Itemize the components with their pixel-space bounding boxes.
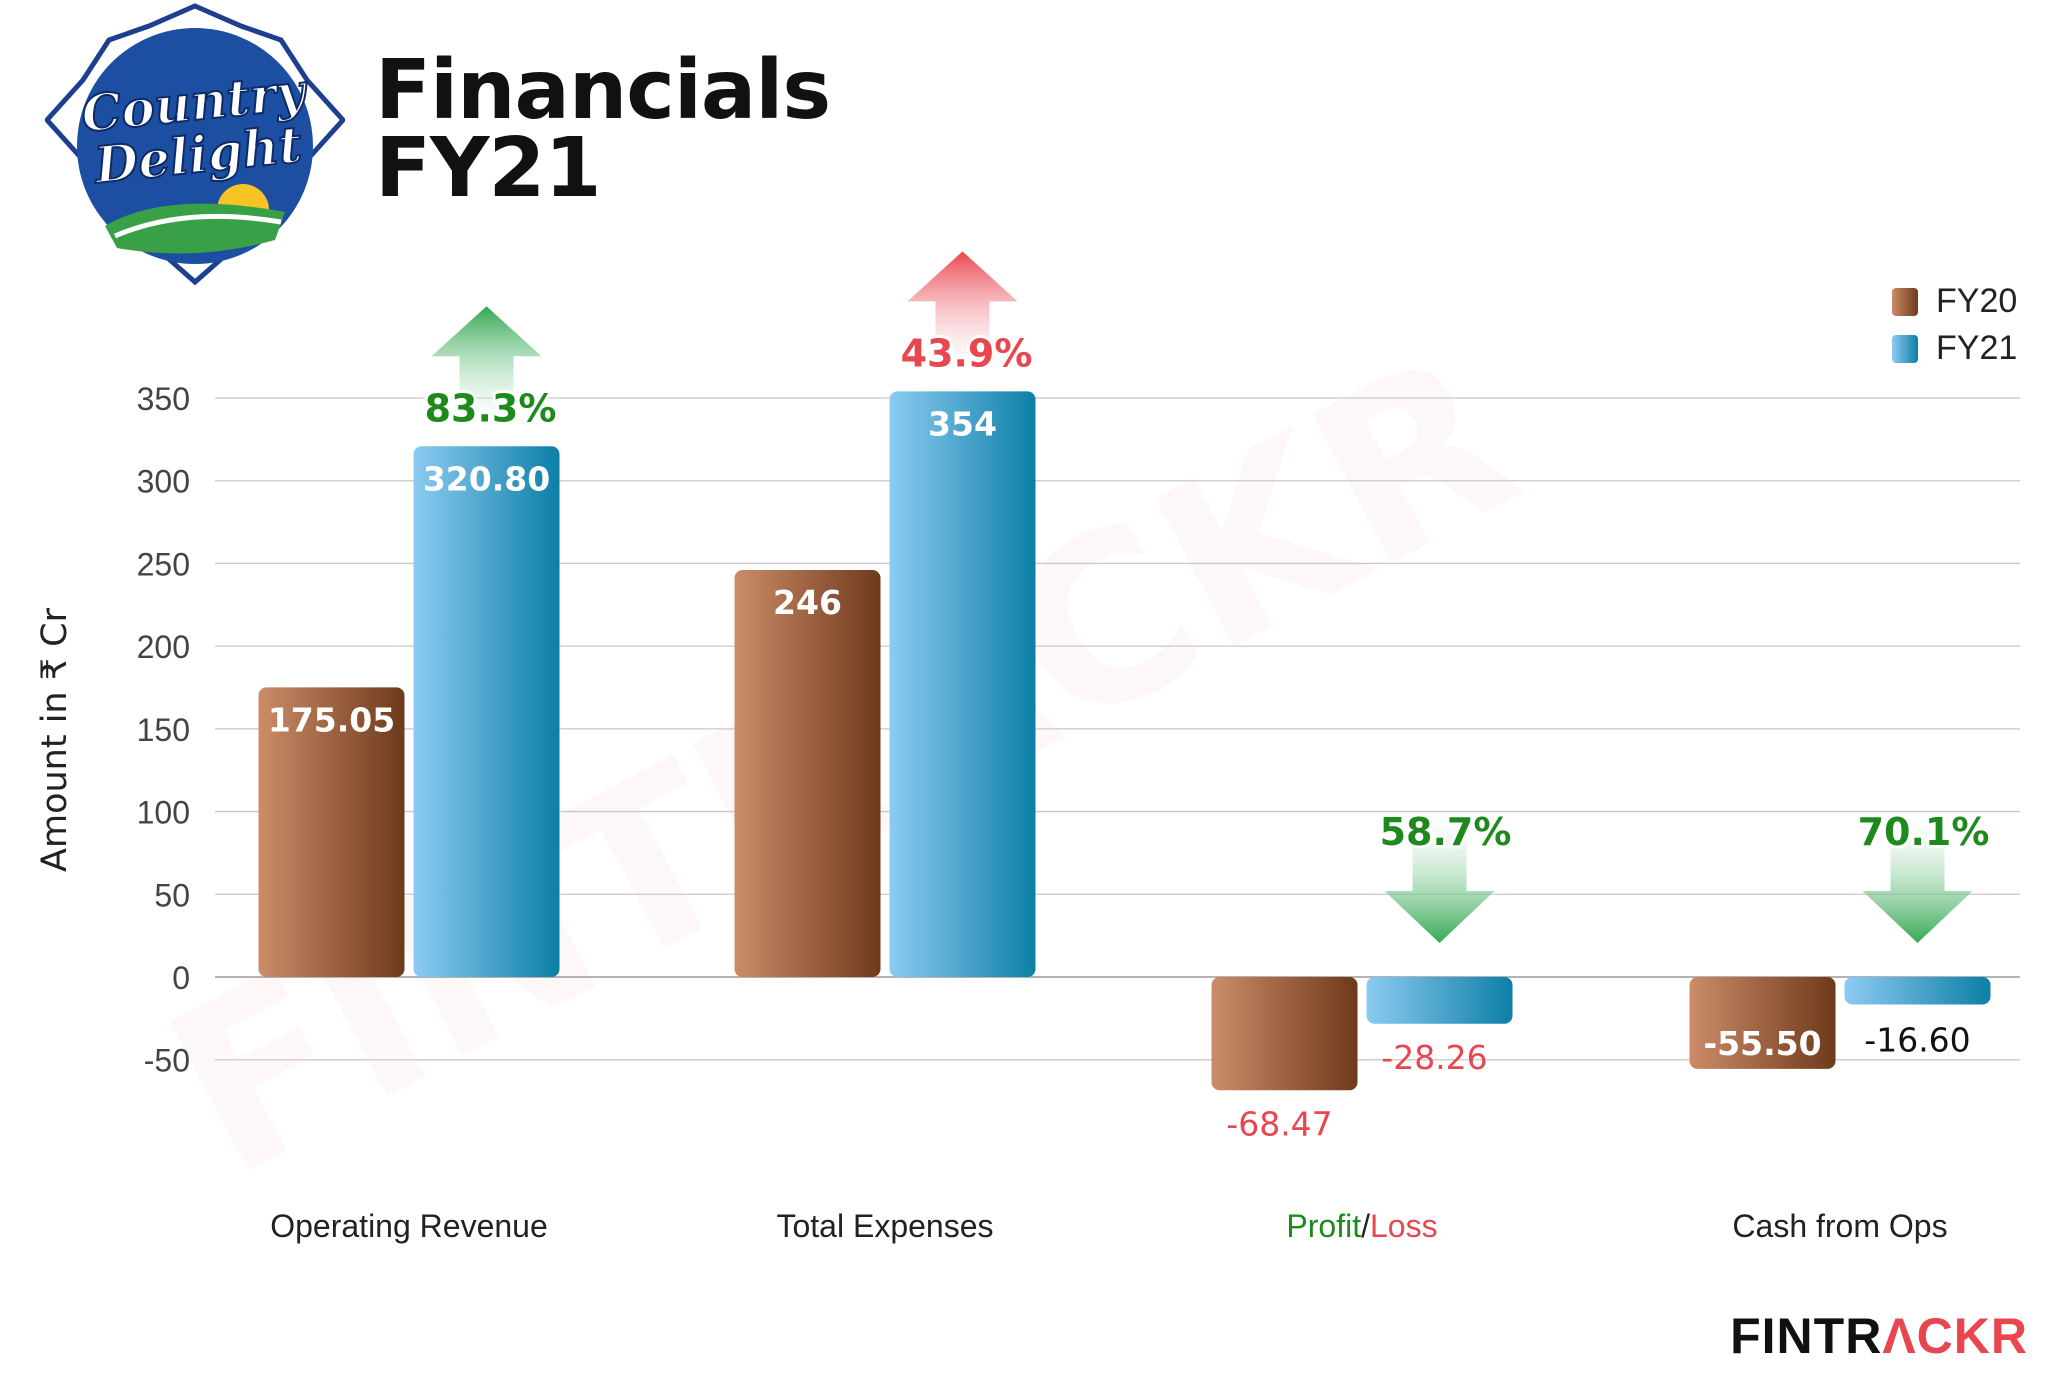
x-label-operating-revenue: Operating Revenue [270, 1208, 548, 1244]
y-axis-ticks: 350 300 250 200 150 100 50 0 -50 [137, 381, 190, 1079]
change-percent: 83.3% [425, 386, 557, 430]
y-tick-label: 150 [137, 712, 190, 748]
y-tick-label: 100 [137, 795, 190, 831]
legend-item-fy20: FY20 [1892, 278, 2017, 325]
legend-swatch-fy21 [1892, 334, 1918, 363]
bar-fy21 [1366, 977, 1513, 1024]
arrow-down-icon [1862, 813, 1973, 943]
y-axis-label: Amount in ₹ Cr [35, 607, 75, 872]
change-percent: 70.1% [1858, 810, 1990, 854]
value-label-fy20: -68.47 [1226, 1104, 1332, 1143]
bar-fy20 [1211, 977, 1358, 1091]
bar-fy21 [1844, 977, 1991, 1005]
change-percent: 58.7% [1380, 810, 1512, 854]
x-label-total-expenses: Total Expenses [776, 1208, 993, 1244]
legend-item-fy21: FY21 [1892, 325, 2017, 372]
logo-hill-stripe [114, 213, 282, 239]
x-label-profit: Profit [1286, 1208, 1361, 1244]
bars [258, 391, 1991, 1091]
value-label-fy21: -28.26 [1381, 1038, 1487, 1077]
bar-fy20 [734, 570, 881, 977]
y-tick-label: -50 [144, 1043, 190, 1079]
fintrackr-brand: FINTRΛCKR [1730, 1307, 2028, 1365]
value-labels: 175.05 320.80 246 354 -68.47 -28.26 -55.50 -16.… [268, 404, 1971, 1143]
page-title: Financials FY21 [375, 43, 831, 216]
x-label-cash-from-ops: Cash from Ops [1732, 1208, 1947, 1244]
x-label-slash: / [1361, 1208, 1370, 1244]
value-label-fy20: 175.05 [268, 700, 395, 739]
arrow-up-icon [907, 251, 1018, 372]
y-tick-label: 0 [172, 960, 190, 996]
y-tick-label: 250 [137, 546, 190, 582]
title-line-financials: Financials [375, 43, 831, 138]
brand-part-ackr: ΛCKR [1882, 1308, 2028, 1364]
value-label-fy21: -16.60 [1864, 1020, 1970, 1059]
legend: FY20 FY21 [1892, 278, 2017, 372]
title-line-fy21: FY21 [375, 121, 602, 216]
value-label-fy21: 354 [928, 404, 997, 443]
value-label-fy20: 246 [773, 583, 842, 622]
arrow-down-icon [1384, 813, 1495, 943]
y-tick-label: 200 [137, 629, 190, 665]
y-tick-label: 350 [137, 381, 190, 417]
y-tick-label: 50 [154, 877, 190, 913]
value-label-fy21: 320.80 [423, 459, 550, 498]
change-percent: 43.9% [901, 331, 1033, 375]
bar-fy21 [889, 391, 1036, 978]
brand-part-fin: FINTR [1730, 1308, 1883, 1364]
country-delight-logo: Country Delight [43, 0, 347, 294]
legend-label-fy20: FY20 [1936, 282, 2018, 320]
x-label-loss: Loss [1370, 1208, 1438, 1244]
legend-swatch-fy20 [1892, 287, 1918, 316]
x-label-profit-loss: Profit/Loss [1286, 1208, 1437, 1244]
value-label-fy20: -55.50 [1703, 1024, 1821, 1063]
y-tick-label: 300 [137, 464, 190, 500]
bar-fy21 [413, 446, 560, 977]
arrow-up-icon [431, 306, 542, 427]
bar-fy20 [1689, 977, 1836, 1069]
bar-fy20 [258, 687, 405, 977]
change-arrows: 83.3% 43.9% 58.7% 70.1% [422, 251, 1992, 943]
legend-label-fy21: FY21 [1936, 329, 2018, 367]
